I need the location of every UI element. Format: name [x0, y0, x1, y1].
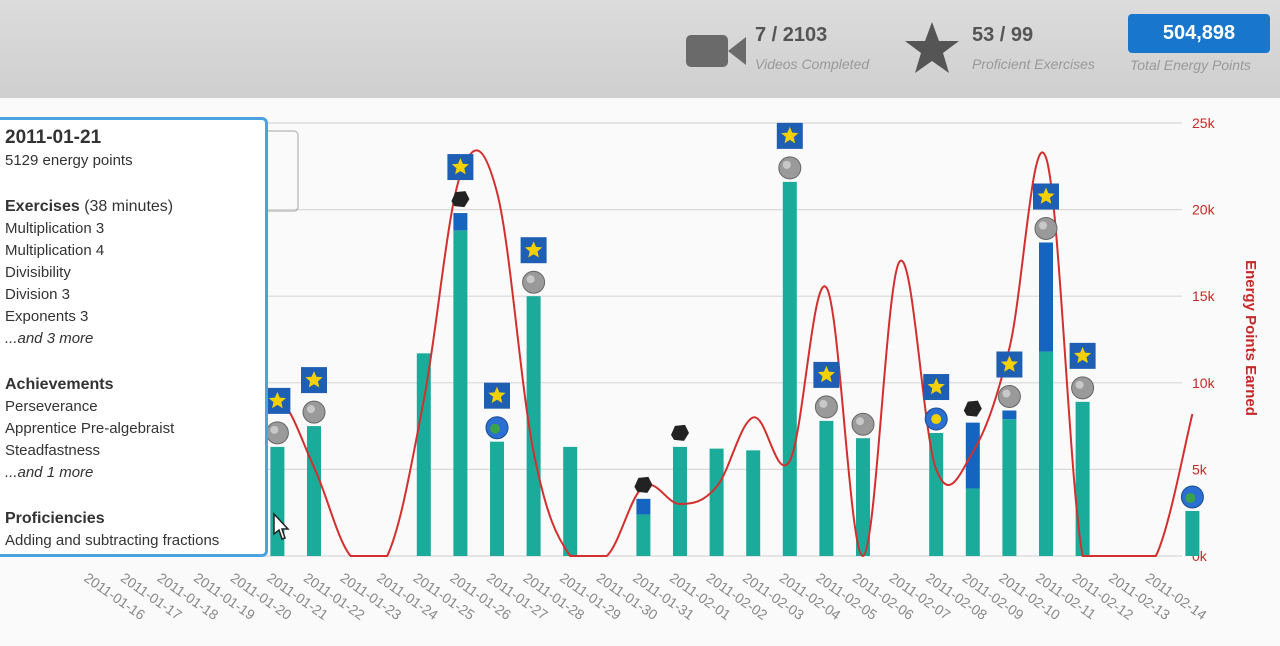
exercises-minutes: (38 minutes) [84, 198, 174, 215]
exercise-bar [453, 230, 468, 556]
star-badge-glyph [781, 126, 799, 144]
tooltip-exercises-heading: Exercises (38 minutes) [5, 196, 265, 218]
star-badge-glyph [488, 386, 506, 403]
total-energy-points-value[interactable]: 504,898 [1128, 14, 1270, 53]
tooltip-achievements-more: ...and 1 more [5, 464, 94, 481]
moon-badge-icon [997, 385, 1021, 409]
exercise-bar [416, 353, 431, 556]
exercise-bar [1185, 510, 1200, 556]
tooltip-energy: 5129 energy points [5, 152, 133, 169]
moon-badge-shine [819, 399, 828, 408]
earth-badge-land [490, 423, 500, 434]
star-badge-glyph [268, 391, 286, 409]
star-badge-glyph [451, 158, 469, 175]
moon-badge-shine [1039, 221, 1047, 230]
proficient-exercises-label: Proficient Exercises [972, 56, 1095, 72]
proficient-exercises-value: 53 / 99 [972, 24, 1034, 46]
day-tooltip: 2011-01-21 5129 energy points Exercises … [0, 117, 268, 557]
video-bar [1039, 242, 1053, 352]
earth-badge-land [1185, 492, 1196, 503]
exercise-bar [563, 446, 578, 556]
moon-badge-icon [1034, 217, 1058, 241]
tooltip-exercise-item: Division 3 [5, 286, 71, 303]
tooltip-exercises-more: ...and 3 more [5, 330, 94, 347]
meteorite-badge-icon [963, 400, 982, 417]
moon-badge-shine [307, 405, 315, 414]
video-bar [453, 213, 468, 231]
exercise-bar [709, 448, 724, 556]
energy-points-line [130, 149, 1194, 558]
y2-tick-label: 25k [1192, 115, 1216, 131]
y2-tick-label: 5k [1192, 461, 1208, 477]
exercise-bar [929, 433, 944, 556]
videos-completed-label: Videos Completed [755, 56, 870, 72]
y2-tick-label: 15k [1192, 288, 1216, 304]
exercise-bar [746, 450, 761, 556]
moon-badge-icon [302, 400, 326, 424]
exercise-bar [965, 488, 980, 556]
y2-axis-title: Energy Points Earned [1242, 260, 1259, 416]
star-badge-glyph [1037, 187, 1055, 204]
meteorite-badge-icon [671, 424, 689, 441]
moon-badge-icon [1071, 376, 1095, 400]
y2-tick-label: 20k [1192, 202, 1216, 218]
moon-badge-icon [522, 270, 546, 294]
moon-badge-shine [526, 275, 535, 284]
video-bar [636, 498, 651, 515]
tooltip-achievements-heading: Achievements [5, 376, 114, 393]
tooltip-date: 2011-01-21 [5, 127, 102, 148]
tooltip-proficiency-item: Adding and subtracting fractions [5, 532, 220, 549]
moon-badge-shine [782, 160, 791, 169]
mouse-pointer-icon [273, 512, 290, 540]
stats-header: 7 / 2103 Videos Completed 53 / 99 Profic… [0, 0, 1280, 98]
meteorite-badge-icon [451, 191, 470, 208]
tooltip-proficiencies-heading: Proficiencies [5, 510, 105, 527]
moon-badge-shine [1075, 380, 1084, 389]
exercise-bar [819, 420, 834, 556]
tooltip-exercise-item: Multiplication 4 [5, 242, 105, 259]
exercise-bar [307, 426, 321, 556]
meteorite-badge-icon [634, 476, 653, 493]
star-badge-glyph [1000, 355, 1018, 372]
exercise-bar [1039, 351, 1053, 556]
star-icon [905, 22, 959, 73]
videos-completed-value: 7 / 2103 [755, 24, 828, 46]
tooltip-exercise-item: Exponents 3 [5, 308, 89, 325]
moon-badge-shine [856, 417, 864, 426]
video-bar [965, 422, 980, 489]
tooltip-achievement-item: Apprentice Pre-algebraist [5, 420, 175, 437]
tooltip-achievement-item: Steadfastness [5, 442, 101, 459]
tooltip-exercise-item: Multiplication 3 [5, 220, 105, 237]
y2-tick-label: 10k [1192, 375, 1216, 391]
exercises-heading-text: Exercises [5, 198, 80, 215]
video-bar [1002, 410, 1017, 420]
moon-badge-icon [778, 156, 802, 180]
moon-badge-icon [851, 412, 875, 436]
total-energy-points-label: Total Energy Points [1130, 57, 1251, 73]
moon-badge-shine [1002, 389, 1011, 398]
tooltip-exercise-item: Divisibility [5, 264, 71, 281]
exercise-bar [856, 438, 870, 556]
star-badge-glyph [525, 241, 543, 258]
tooltip-achievement-item: Perseverance [5, 398, 98, 415]
star-badge-glyph [1074, 346, 1092, 364]
video-camera-icon [686, 35, 746, 67]
moon-badge-shine [270, 425, 279, 434]
sun-badge-core [931, 414, 942, 425]
moon-badge-icon [814, 395, 838, 419]
star-badge-glyph [305, 371, 323, 388]
star-badge-glyph [817, 365, 835, 383]
moon-badge-icon [265, 421, 289, 445]
exercise-bar [636, 514, 651, 556]
exercise-bar [782, 181, 797, 556]
exercise-bar [1075, 401, 1090, 556]
exercise-bar [526, 296, 541, 556]
exercise-bar [673, 446, 687, 556]
star-badge-glyph [927, 378, 945, 395]
exercise-bar [1002, 419, 1017, 556]
exercise-bar [490, 441, 504, 556]
